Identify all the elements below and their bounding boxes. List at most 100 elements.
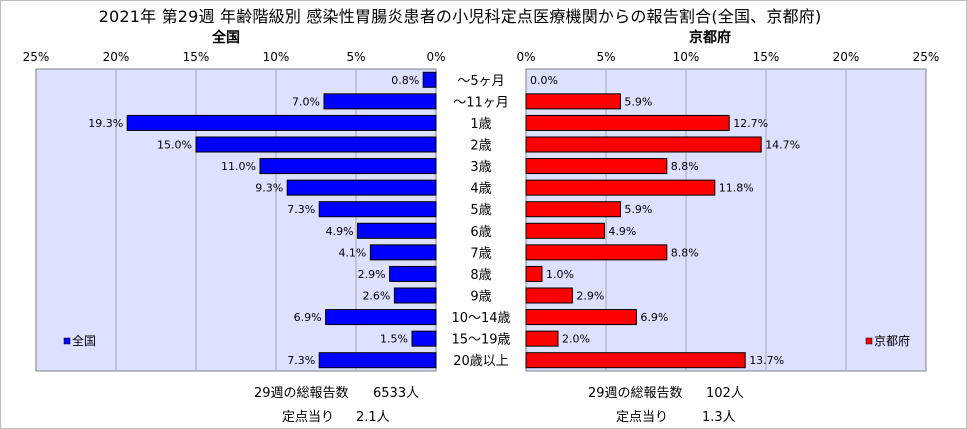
bar xyxy=(525,244,668,261)
bar-data-label: 11.8% xyxy=(719,182,754,195)
bar-data-label: 6.9% xyxy=(640,311,668,324)
category-label: 3歳 xyxy=(470,160,491,175)
category-label: 5歳 xyxy=(470,203,491,218)
bar-data-label: 4.9% xyxy=(326,225,354,238)
bar xyxy=(389,265,437,282)
kyoto-total-label: 29週の総報告数 xyxy=(588,386,683,401)
bar xyxy=(393,287,437,304)
category-label: ～11ヶ月 xyxy=(453,95,509,110)
bar xyxy=(525,265,543,282)
bar-data-label: 5.9% xyxy=(624,95,652,108)
national-total-label: 29週の総報告数 xyxy=(254,386,349,401)
bar xyxy=(422,71,437,88)
bar xyxy=(325,309,437,326)
bar xyxy=(525,114,730,131)
bar-data-label: 6.9% xyxy=(294,311,322,324)
bar-data-label: 2.9% xyxy=(576,290,604,303)
bar-data-label: 1.0% xyxy=(546,268,574,281)
bar-data-label: 7.0% xyxy=(292,95,320,108)
x-tick-label: 0% xyxy=(516,50,535,64)
bar-data-label: 4.9% xyxy=(608,225,636,238)
kyoto-per-site-label: 定点当り xyxy=(616,410,669,425)
category-label: 20歳以上 xyxy=(453,354,509,369)
bar xyxy=(411,330,437,347)
bar xyxy=(195,136,437,153)
bar-data-label: 2.0% xyxy=(562,333,590,346)
x-tick-label: 5% xyxy=(596,50,615,64)
x-tick-label: 25% xyxy=(23,50,50,64)
bar-data-label: 13.7% xyxy=(749,354,784,367)
x-tick-label: 25% xyxy=(913,50,940,64)
bar-data-label: 2.6% xyxy=(362,290,390,303)
bar-data-label: 5.9% xyxy=(624,203,652,216)
kyoto-per-site-value: 1.3人 xyxy=(702,410,736,425)
bar-data-label: 2.9% xyxy=(358,268,386,281)
bar xyxy=(525,330,559,347)
legend-label: 京都府 xyxy=(874,333,910,348)
bar-data-label: 0.0% xyxy=(530,74,558,87)
bar xyxy=(525,201,621,218)
bar-data-label: 11.0% xyxy=(221,160,256,173)
plot-area xyxy=(35,68,437,372)
bar xyxy=(525,352,746,369)
bar xyxy=(525,158,668,175)
kyoto-panel-title: 京都府 xyxy=(689,29,731,46)
bar-data-label: 7.3% xyxy=(287,354,315,367)
national-per-site-value: 2.1人 xyxy=(356,410,390,425)
bar-data-label: 15.0% xyxy=(157,139,192,152)
x-tick-label: 0% xyxy=(426,50,445,64)
bar xyxy=(286,179,437,196)
bar xyxy=(318,201,437,218)
kyoto-total-value: 102人 xyxy=(706,386,744,401)
category-label: 7歳 xyxy=(470,246,491,261)
bar xyxy=(525,136,762,153)
bar xyxy=(369,244,437,261)
bar-data-label: 12.7% xyxy=(733,117,768,130)
age-category-labels: ～5ヶ月 ～11ヶ月 1歳 2歳 3歳 4歳 5歳 6歳 7歳 8歳 9歳 10～14歳 15～19歳 2… xyxy=(451,74,510,369)
national-panel-title: 全国 xyxy=(211,29,240,46)
bar-data-label: 19.3% xyxy=(88,117,123,130)
bar-data-label: 8.8% xyxy=(671,246,699,259)
bar xyxy=(525,179,716,196)
category-label: ～5ヶ月 xyxy=(457,74,504,89)
bar-data-label: 0.8% xyxy=(391,74,419,87)
category-label: 10～14歳 xyxy=(451,311,510,326)
x-tick-label: 10% xyxy=(263,50,290,64)
x-tick-label: 20% xyxy=(833,50,860,64)
bar xyxy=(525,309,637,326)
bar xyxy=(318,352,437,369)
category-label: 6歳 xyxy=(470,225,491,240)
x-tick-label: 5% xyxy=(346,50,365,64)
bar-data-label: 14.7% xyxy=(765,139,800,152)
bar-data-label: 1.5% xyxy=(380,333,408,346)
legend-label: 全国 xyxy=(72,333,96,348)
category-label: 4歳 xyxy=(470,182,491,197)
bar-data-label: 8.8% xyxy=(671,160,699,173)
bar xyxy=(525,93,621,110)
national-total-value: 6533人 xyxy=(373,386,420,401)
legend-swatch xyxy=(63,337,71,345)
bar xyxy=(357,222,437,239)
category-label: 9歳 xyxy=(470,290,491,305)
bar xyxy=(525,222,605,239)
bar-data-label: 4.1% xyxy=(338,246,366,259)
plot-area xyxy=(525,68,927,372)
chart-title: 2021年 第29週 年齢階級別 感染性胃腸炎患者の小児科定点医療機関からの報告… xyxy=(98,7,822,26)
national-per-site-label: 定点当り xyxy=(282,410,335,425)
x-tick-label: 15% xyxy=(753,50,780,64)
bar-data-label: 7.3% xyxy=(287,203,315,216)
bar xyxy=(323,93,437,110)
category-label: 15～19歳 xyxy=(451,333,510,348)
national-panel: 25% 20% 15% 10% 5% 0% 0.8% 7.0% 19.3% 15.0% 11.0% 9… xyxy=(23,50,446,372)
x-tick-label: 10% xyxy=(673,50,700,64)
x-tick-label: 20% xyxy=(103,50,130,64)
category-label: 2歳 xyxy=(470,139,491,154)
bar xyxy=(259,158,437,175)
category-label: 1歳 xyxy=(470,117,491,132)
legend-swatch xyxy=(865,337,873,345)
bar xyxy=(525,287,573,304)
bar xyxy=(126,114,437,131)
category-label: 8歳 xyxy=(470,268,491,283)
x-tick-label: 15% xyxy=(183,50,210,64)
